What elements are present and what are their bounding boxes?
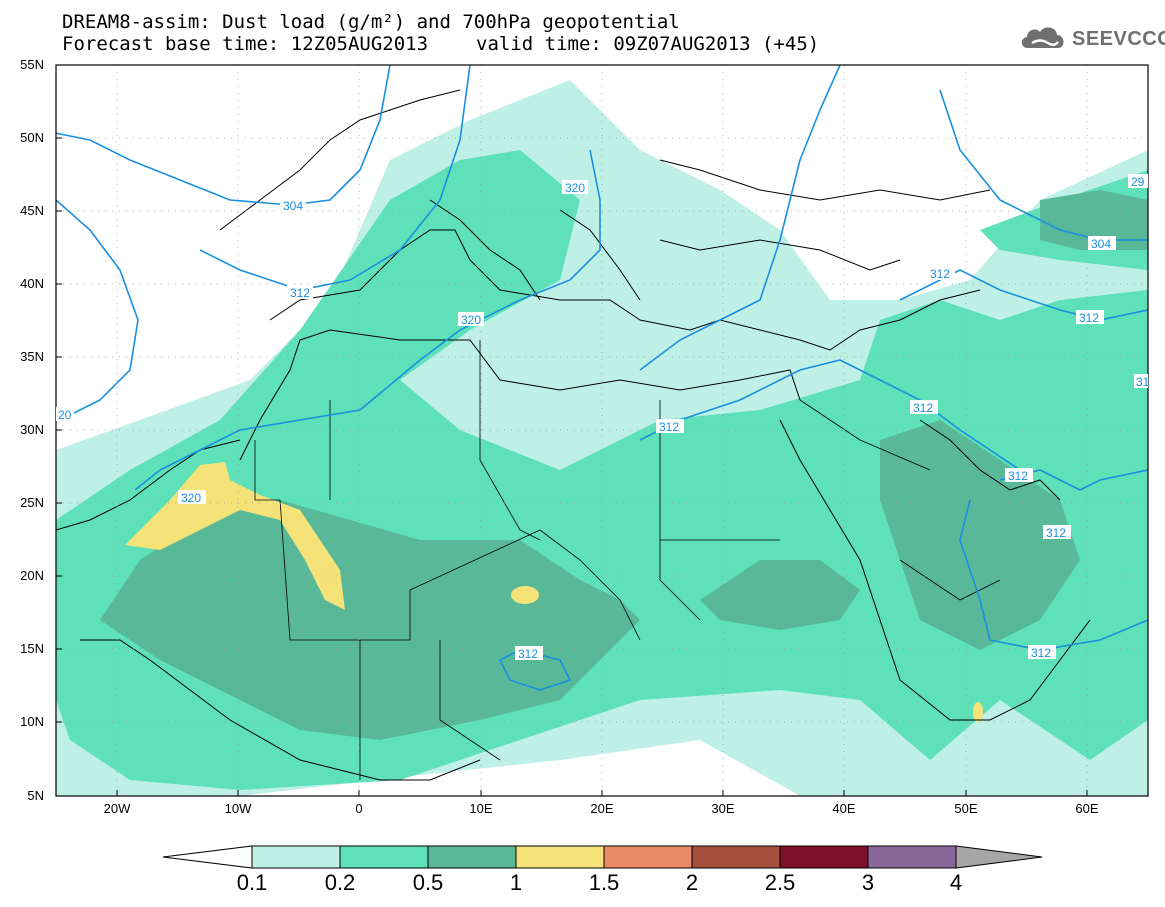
colorbar-swatch bbox=[779, 845, 869, 869]
colorbar-label: 1 bbox=[509, 870, 523, 895]
contour-label: 312 bbox=[1076, 310, 1104, 325]
lon-label: 60E bbox=[1075, 801, 1099, 816]
svg-text:29: 29 bbox=[1131, 175, 1145, 189]
svg-text:320: 320 bbox=[461, 313, 481, 327]
colorbar-swatch bbox=[427, 845, 517, 869]
lon-label: 30E bbox=[711, 801, 735, 816]
colorbar bbox=[162, 845, 1043, 869]
lon-label: 20E bbox=[590, 801, 614, 816]
lon-label: 20W bbox=[103, 801, 131, 816]
country-borders bbox=[254, 340, 1001, 780]
svg-text:312: 312 bbox=[1046, 526, 1066, 540]
svg-text:312: 312 bbox=[1031, 646, 1051, 660]
lat-label: 35N bbox=[20, 349, 44, 364]
lat-label: 45N bbox=[20, 203, 44, 218]
map-title: DREAM8-assim: Dust load (g/m²) and 700hP… bbox=[62, 11, 680, 33]
lat-label: 30N bbox=[20, 422, 44, 437]
lat-label: 5N bbox=[27, 788, 44, 803]
contour-label: 29 bbox=[1128, 174, 1148, 189]
cloud-icon bbox=[1021, 27, 1064, 48]
contour-label: 320 bbox=[562, 180, 588, 195]
dust-level-0.5 bbox=[100, 500, 640, 740]
colorbar-label: 4 bbox=[949, 870, 963, 895]
contour-label: 312 bbox=[287, 285, 313, 300]
colorbar-over-arrow bbox=[955, 845, 1043, 869]
svg-text:320: 320 bbox=[181, 491, 201, 505]
seevccc-logo: SEEVCCC bbox=[1018, 22, 1165, 56]
lat-label: 40N bbox=[20, 276, 44, 291]
lon-label: 0 bbox=[355, 801, 363, 816]
contour-label: 20 bbox=[56, 407, 74, 422]
contour-label: 312 bbox=[656, 419, 684, 434]
lat-label: 10N bbox=[20, 714, 44, 729]
colorbar-label: 0.2 bbox=[324, 870, 356, 895]
dust-level-0.5 bbox=[880, 420, 1080, 650]
dust-level-1 bbox=[973, 702, 983, 722]
contour-label: 312 bbox=[1043, 525, 1071, 540]
dust-level-0.5 bbox=[1040, 190, 1148, 250]
lon-label: 40E bbox=[832, 801, 856, 816]
svg-text:320: 320 bbox=[565, 181, 585, 195]
lat-label: 50N bbox=[20, 130, 44, 145]
svg-text:20: 20 bbox=[58, 408, 72, 422]
contour-label: 312 bbox=[1028, 645, 1056, 660]
contour-label: 312 bbox=[515, 646, 543, 661]
colorbar-label: 2.5 bbox=[764, 870, 796, 895]
svg-text:312: 312 bbox=[1079, 311, 1099, 325]
contour-label: 320 bbox=[178, 490, 206, 505]
lat-label: 15N bbox=[20, 641, 44, 656]
svg-text:312: 312 bbox=[518, 647, 538, 661]
forecast-base-time: Forecast base time: 12Z05AUG2013 bbox=[62, 33, 429, 55]
svg-text:312: 312 bbox=[659, 420, 679, 434]
colorbar-label: 0.1 bbox=[236, 870, 268, 895]
contour-label: 304 bbox=[1088, 236, 1116, 251]
svg-text:304: 304 bbox=[283, 199, 303, 213]
colorbar-swatch bbox=[691, 845, 781, 869]
dust-level-0.5 bbox=[700, 560, 860, 630]
geopotential-contours bbox=[56, 65, 1148, 691]
svg-text:31: 31 bbox=[1136, 375, 1150, 389]
colorbar-label: 0.5 bbox=[412, 870, 444, 895]
lon-label: 10W bbox=[224, 801, 252, 816]
colorbar-swatch bbox=[339, 845, 429, 869]
lon-label: 10E bbox=[469, 801, 493, 816]
colorbar-swatch bbox=[515, 845, 605, 869]
axis-ticks bbox=[56, 64, 1088, 797]
colorbar-label: 1.5 bbox=[588, 870, 620, 895]
contour-label: 304 bbox=[280, 198, 306, 213]
coastlines bbox=[56, 89, 1091, 781]
map-grid bbox=[56, 65, 1148, 796]
dust-level-1 bbox=[511, 586, 539, 604]
colorbar-swatch bbox=[251, 845, 341, 869]
lat-label: 55N bbox=[20, 57, 44, 72]
valid-time: valid time: 09Z07AUG2013 (+45) bbox=[476, 33, 820, 55]
lon-label: 50E bbox=[954, 801, 978, 816]
svg-text:312: 312 bbox=[930, 267, 950, 281]
colorbar-swatch bbox=[603, 845, 693, 869]
svg-text:312: 312 bbox=[913, 401, 933, 415]
contour-label: 320 bbox=[458, 312, 484, 327]
lat-label: 20N bbox=[20, 568, 44, 583]
svg-text:304: 304 bbox=[1091, 237, 1111, 251]
colorbar-under-arrow bbox=[162, 845, 253, 869]
colorbar-swatch bbox=[867, 845, 957, 869]
lat-label: 25N bbox=[20, 495, 44, 510]
contour-label: 312 bbox=[927, 266, 955, 281]
logo-text: SEEVCCC bbox=[1072, 28, 1165, 50]
svg-text:312: 312 bbox=[290, 286, 310, 300]
contour-labels: 304 312 320 320 20 320 312 312 312 312 3… bbox=[56, 174, 1150, 661]
contour-label: 31 bbox=[1134, 374, 1150, 389]
svg-text:312: 312 bbox=[1008, 469, 1028, 483]
colorbar-label: 3 bbox=[861, 870, 875, 895]
contour-label: 312 bbox=[910, 400, 938, 415]
colorbar-label: 2 bbox=[685, 870, 699, 895]
map-subtitle: Forecast base time: 12Z05AUG2013 valid ti… bbox=[62, 34, 819, 54]
contour-label: 312 bbox=[1005, 468, 1033, 483]
